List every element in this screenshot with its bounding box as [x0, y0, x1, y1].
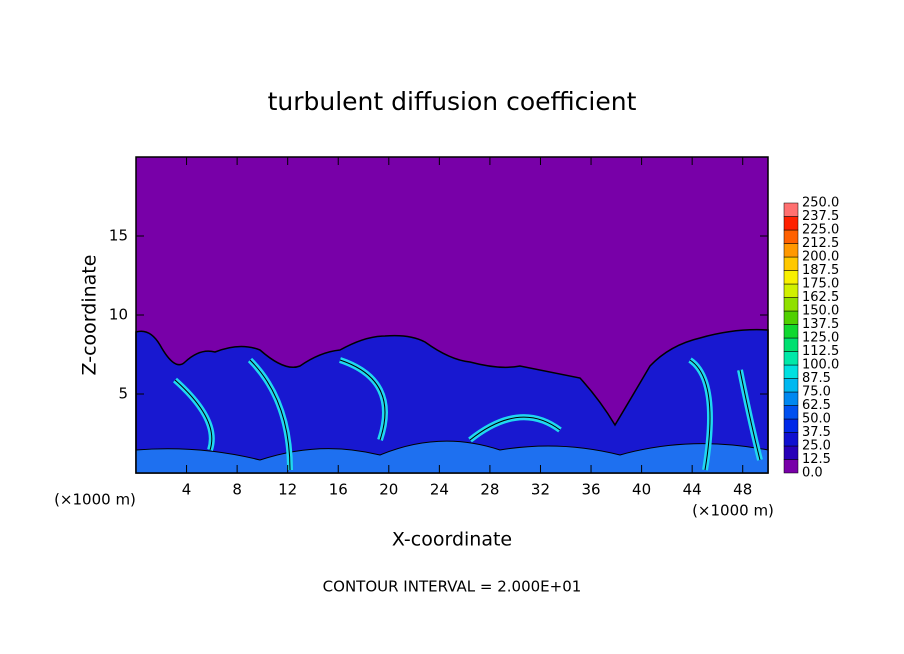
colorbar-label: 162.5	[802, 290, 839, 305]
footer-note: CONTOUR INTERVAL = 2.000E+01	[323, 578, 582, 596]
x-tick-label: 12	[278, 481, 297, 499]
colorbar-band	[783, 351, 799, 366]
x-tick-label: 20	[379, 481, 398, 499]
colorbar-band	[783, 391, 799, 406]
colorbar-band	[783, 459, 799, 474]
colorbar-band	[783, 432, 799, 447]
colorbar-band	[783, 405, 799, 420]
colorbar-label: 25.0	[802, 439, 831, 454]
y-unit: (×1000 m)	[54, 491, 136, 509]
colorbar-band	[783, 256, 799, 271]
colorbar-label: 112.5	[802, 344, 839, 359]
x-tick-label: 40	[632, 481, 651, 499]
colorbar-band	[783, 418, 799, 433]
y-tick-label: 10	[109, 306, 128, 324]
chart-title: turbulent diffusion coefficient	[268, 87, 637, 116]
colorbar-label: 212.5	[802, 236, 839, 251]
colorbar-label: 187.5	[802, 263, 839, 278]
colorbar-label: 237.5	[802, 209, 839, 224]
colorbar-band	[783, 229, 799, 244]
x-tick-label: 28	[480, 481, 499, 499]
x-tick-label: 16	[329, 481, 348, 499]
x-tick-label: 4	[182, 481, 192, 499]
colorbar-label: 150.0	[802, 304, 839, 319]
colorbar-label: 12.5	[802, 452, 831, 467]
lower-layer	[135, 440, 769, 474]
colorbar-label: 137.5	[802, 317, 839, 332]
colorbar-band	[783, 310, 799, 325]
colorbar-band	[783, 216, 799, 231]
y-axis-label: Z-coordinate	[79, 255, 101, 376]
x-tick-label: 24	[430, 481, 449, 499]
colorbar-label: 100.0	[802, 358, 839, 373]
colorbar-band	[783, 364, 799, 379]
x-unit: (×1000 m)	[692, 502, 774, 520]
field	[135, 156, 769, 474]
colorbar-label: 37.5	[802, 425, 831, 440]
colorbar-band	[783, 243, 799, 258]
colorbar-label: 75.0	[802, 385, 831, 400]
colorbar-band	[783, 270, 799, 285]
colorbar-label: 250.0	[802, 196, 839, 211]
colorbar-label: 62.5	[802, 398, 831, 413]
x-tick-label: 8	[232, 481, 242, 499]
x-tick-label: 48	[733, 481, 752, 499]
colorbar-label: 200.0	[802, 250, 839, 265]
colorbar-label: 87.5	[802, 371, 831, 386]
x-tick-label: 36	[581, 481, 600, 499]
colorbar-band	[783, 445, 799, 460]
colorbar-label: 175.0	[802, 277, 839, 292]
colorbar-label: 125.0	[802, 331, 839, 346]
x-tick-label: 44	[683, 481, 702, 499]
x-tick-label: 32	[531, 481, 550, 499]
colorbar-label: 225.0	[802, 223, 839, 238]
colorbar-band	[783, 297, 799, 312]
colorbar-label: 50.0	[802, 412, 831, 427]
colorbar-band	[783, 337, 799, 352]
colorbar-band	[783, 202, 799, 217]
colorbar-label: 0.0	[802, 466, 823, 481]
turbulent-region	[135, 328, 769, 474]
colorbar-band	[783, 324, 799, 339]
colorbar-band	[783, 283, 799, 298]
y-tick-label: 5	[118, 385, 128, 403]
colorbar-band	[783, 378, 799, 393]
contour-line	[174, 359, 761, 471]
y-tick-label: 15	[109, 227, 128, 245]
x-axis-label: X-coordinate	[392, 529, 512, 551]
